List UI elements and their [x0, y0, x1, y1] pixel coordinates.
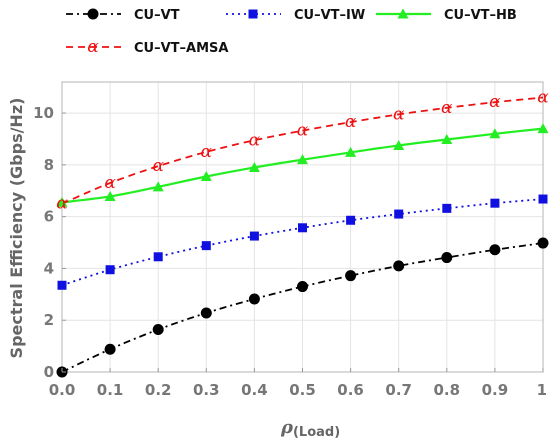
data-point-s3-3: α — [201, 142, 213, 162]
y-tick-label: 2 — [44, 311, 54, 329]
data-point-s2-1 — [104, 190, 116, 201]
y-axis-title: Spectral Efficiency (Gbps/Hz) — [7, 98, 26, 359]
legend-label: CU–VT–HB — [444, 8, 517, 23]
data-point-s2-0 — [56, 196, 68, 207]
data-point-s2-2 — [152, 181, 164, 192]
legend-swatch-marker — [397, 8, 409, 19]
data-point-s3-6: α — [345, 112, 357, 132]
data-point-s0-6 — [345, 270, 357, 282]
x-tick-label: 1 — [537, 381, 547, 399]
data-point-s3-5: α — [297, 121, 309, 141]
legend-label: CU–VT–IW — [294, 8, 365, 23]
legend-swatch-marker — [87, 8, 99, 20]
data-point-s2-6 — [345, 146, 357, 157]
data-point-s1-9 — [490, 198, 500, 208]
x-axis-title: ρ(Load) — [280, 417, 340, 439]
data-point-s1-0 — [57, 280, 67, 290]
y-tick-label: 6 — [44, 208, 54, 226]
data-point-s3-7: α — [393, 104, 405, 124]
x-tick-label: 0.1 — [97, 381, 124, 399]
data-point-s3-0: α — [56, 194, 68, 214]
data-point-s1-3 — [201, 241, 211, 251]
data-point-s0-5 — [297, 281, 308, 293]
data-point-s2-9 — [489, 128, 501, 139]
legend-swatch-marker — [248, 9, 258, 19]
y-tick-label: 8 — [44, 156, 54, 174]
x-tick-label: 0.6 — [337, 381, 364, 399]
y-tick-label: 0 — [44, 363, 54, 381]
x-axis-title-subscript: (Load) — [293, 425, 340, 439]
data-point-s0-1 — [104, 343, 116, 355]
x-axis-title-symbol: ρ — [280, 417, 294, 438]
data-point-s0-10 — [537, 237, 549, 249]
data-point-s3-8: α — [441, 98, 453, 118]
series-markers: α α α α α α α α α α α — [56, 88, 549, 378]
legend-entry: CU–VT — [66, 8, 180, 23]
legend-label: CU–VT — [134, 8, 180, 23]
data-point-s3-1: α — [104, 173, 116, 193]
data-point-s3-10: α — [537, 88, 549, 108]
data-point-s3-2: α — [152, 156, 164, 176]
y-axis-ticks: 0 2 4 6 8 10 — [33, 104, 66, 381]
legend-entry: CU–VT–HB — [376, 8, 517, 23]
data-point-s1-2 — [153, 252, 163, 262]
data-point-s0-4 — [248, 293, 260, 305]
x-tick-label: 0.2 — [145, 381, 172, 399]
data-point-s2-4 — [248, 161, 260, 172]
y-tick-label: 10 — [33, 104, 54, 122]
x-tick-label: 0.8 — [434, 381, 461, 399]
data-point-s1-7 — [394, 209, 404, 219]
data-point-s3-9: α — [489, 92, 501, 112]
x-tick-label: 0.5 — [289, 381, 316, 399]
data-point-s2-7 — [393, 139, 405, 150]
data-point-s2-5 — [297, 154, 308, 165]
data-point-s1-10 — [538, 194, 548, 204]
data-point-s2-3 — [200, 171, 212, 182]
data-point-s0-3 — [200, 307, 212, 319]
data-point-s2-8 — [441, 133, 453, 144]
data-point-s2-10 — [537, 123, 549, 134]
data-point-s0-9 — [489, 244, 501, 256]
legend-swatch-marker: α — [87, 37, 99, 57]
legend-label: CU–VT–AMSA — [134, 41, 228, 56]
data-point-s1-5 — [298, 223, 307, 233]
x-axis-ticks: 0.0 0.1 0.2 0.3 0.4 0.5 0.6 0.7 0.8 0.9 1 — [49, 368, 547, 399]
y-tick-label: 4 — [44, 259, 54, 277]
legend-entry: α CU–VT–AMSA — [66, 37, 228, 57]
data-point-s3-4: α — [249, 130, 261, 150]
data-point-s0-8 — [441, 252, 453, 264]
data-point-s1-6 — [346, 215, 356, 225]
x-tick-label: 0.7 — [385, 381, 412, 399]
legend-entry: CU–VT–IW — [226, 8, 365, 23]
x-tick-label: 0.4 — [241, 381, 268, 399]
data-point-s1-4 — [249, 231, 259, 241]
data-point-s1-1 — [105, 265, 115, 275]
data-point-s0-2 — [152, 324, 164, 336]
series-line-3 — [61, 96, 544, 205]
x-tick-label: 0.0 — [49, 381, 76, 399]
x-tick-label: 0.3 — [193, 381, 220, 399]
data-point-s1-8 — [442, 203, 452, 213]
legend: CU–VT CU–VT–IW CU–VT–HB α CU–VT–AMSA — [66, 8, 517, 57]
x-tick-label: 0.9 — [482, 381, 509, 399]
data-point-s0-7 — [393, 260, 405, 272]
